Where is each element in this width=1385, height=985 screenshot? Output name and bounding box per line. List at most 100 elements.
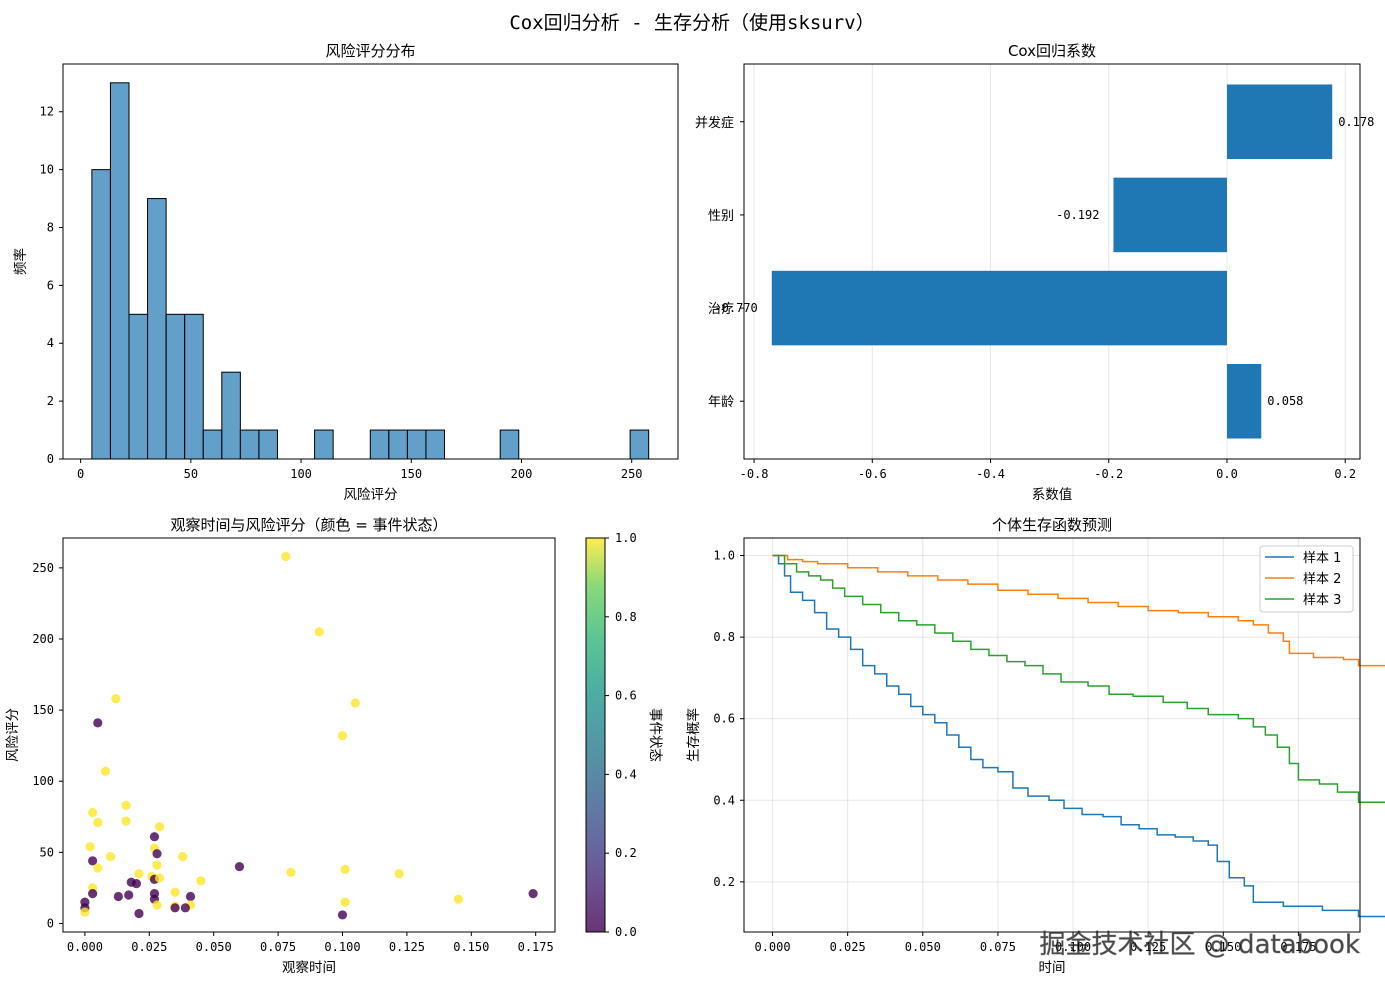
censored-point (88, 856, 98, 866)
y-tick-label: 0.6 (713, 712, 735, 726)
censored-point (180, 903, 190, 913)
censored-point (170, 903, 180, 913)
coefficient-value-label: 0.058 (1267, 394, 1303, 408)
axes-frame (62, 537, 556, 933)
x-tick-label: 0.150 (1205, 940, 1241, 954)
histogram-bar (258, 429, 278, 460)
event-point (121, 800, 131, 811)
histogram-bar (128, 313, 149, 460)
histogram-bar (369, 429, 390, 460)
event-point (152, 860, 162, 870)
legend-box (1259, 545, 1354, 613)
y-tick-label: 6 (47, 278, 54, 292)
y-tick-label: 150 (32, 703, 54, 717)
x-tick-label: 0.000 (754, 940, 790, 954)
y-tick-label: 200 (32, 632, 54, 646)
event-point (170, 887, 180, 897)
censored-point (152, 849, 162, 859)
event-point (154, 873, 165, 883)
y-tick-label: 并发症 (695, 115, 734, 131)
y-tick-label: 4 (47, 336, 54, 350)
x-axis-label: 系数值 (1032, 487, 1073, 503)
event-point (85, 842, 95, 852)
x-tick-label: 0.175 (1280, 940, 1316, 954)
x-tick-label: 0.2 (1334, 467, 1356, 481)
histogram-bar (388, 429, 408, 460)
y-tick-label: 100 (32, 774, 54, 788)
x-tick-label: 0.050 (196, 940, 232, 954)
event-point (106, 852, 116, 862)
colorbar-label: 事件状态 (647, 708, 663, 762)
event-point (100, 766, 111, 776)
event-point (111, 694, 121, 704)
event-point (340, 864, 350, 875)
x-axis-label: 时间 (1039, 960, 1066, 976)
axes-frame (743, 63, 1361, 460)
x-tick-label: 0.050 (905, 940, 941, 954)
x-axis-label: 观察时间 (282, 959, 336, 976)
watermark: 掘金技术社区 @ databook (1040, 930, 1360, 960)
event-point (394, 869, 404, 879)
x-tick-label: 200 (511, 467, 533, 481)
colorbar-tick-label: 0.8 (615, 610, 637, 624)
x-tick-label: 150 (400, 467, 422, 481)
y-axis-label: 频率 (12, 248, 29, 275)
event-point (337, 731, 348, 741)
censored-point (124, 890, 134, 900)
axes-frame (743, 537, 1361, 933)
panel-title: Cox回归系数 (1008, 42, 1096, 60)
coefficient-bar (1226, 84, 1333, 160)
censored-point (88, 888, 98, 899)
event-point (314, 627, 324, 637)
histogram-bar (221, 371, 241, 460)
event-point (93, 863, 103, 873)
y-tick-label: 0.2 (713, 875, 735, 889)
coefficient-value-label: 0.178 (1338, 115, 1374, 129)
histogram-bar (499, 429, 520, 460)
coefficient-bar (1226, 363, 1262, 439)
y-tick-label: 8 (47, 220, 54, 234)
survival-curve-3 (772, 554, 1385, 804)
event-point (134, 869, 144, 879)
y-axis-label: 生存概率 (685, 708, 702, 762)
panel-title: 观察时间与风险评分（颜色 = 事件状态） (170, 516, 447, 534)
coefficient-bar (1113, 177, 1227, 253)
y-tick-label: 1.0 (713, 549, 735, 563)
x-tick-label: -0.4 (976, 467, 1005, 481)
censored-point (131, 879, 142, 889)
censored-point (149, 832, 160, 842)
panel-title: 个体生存函数预测 (992, 516, 1112, 534)
x-tick-label: -0.2 (1094, 467, 1123, 481)
panel-title: 风险评分分布 (325, 42, 415, 60)
legend-label: 样本 1 (1303, 551, 1341, 566)
coefficient-bar (771, 270, 1227, 346)
y-tick-label: 10 (40, 163, 54, 177)
x-tick-label: -0.6 (858, 467, 887, 481)
y-tick-label: 12 (40, 105, 54, 119)
y-tick-label: 0 (47, 452, 54, 466)
event-point (88, 807, 98, 818)
y-tick-label: 250 (32, 561, 54, 575)
y-tick-label: 0.4 (713, 793, 735, 807)
x-tick-label: 0.075 (260, 940, 296, 954)
coefficient-value-label: -0.192 (1056, 208, 1099, 222)
histogram-bar (314, 429, 334, 460)
y-tick-label: 0.8 (713, 630, 735, 644)
event-point (453, 894, 464, 904)
y-tick-label: 治疗 (708, 302, 734, 317)
y-tick-label: 性别 (708, 209, 734, 224)
censored-point (234, 861, 245, 872)
histogram-bar (425, 429, 446, 460)
axes-frame (62, 63, 679, 460)
event-point (281, 551, 291, 562)
histogram-bar (184, 313, 204, 460)
x-tick-label: 100 (290, 467, 312, 481)
x-tick-label: 0.100 (1055, 940, 1091, 954)
legend-label: 样本 2 (1303, 572, 1341, 587)
censored-point (528, 888, 538, 899)
colorbar-tick-label: 0.2 (615, 846, 637, 860)
